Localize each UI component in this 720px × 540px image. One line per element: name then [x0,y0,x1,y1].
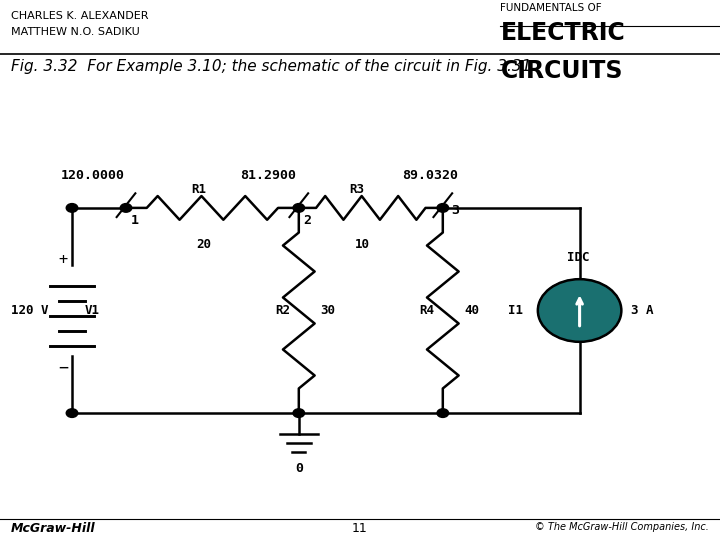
Text: 0: 0 [294,462,303,475]
Text: R1: R1 [191,183,206,196]
Circle shape [538,279,621,342]
Text: 120 V: 120 V [11,304,48,317]
Text: 10: 10 [355,238,369,251]
Text: 30: 30 [320,304,336,317]
Text: 40: 40 [464,304,480,317]
Text: +: + [59,252,68,267]
Text: FUNDAMENTALS OF: FUNDAMENTALS OF [500,3,602,13]
Text: 81.2900: 81.2900 [240,169,296,182]
Text: 3 A: 3 A [631,304,654,317]
Text: 2: 2 [303,214,311,227]
Text: CHARLES K. ALEXANDER: CHARLES K. ALEXANDER [11,11,148,21]
Text: R2: R2 [275,304,290,317]
Text: 89.0320: 89.0320 [402,169,458,182]
Text: 3: 3 [451,204,459,217]
Text: McGraw-Hill: McGraw-Hill [11,522,96,535]
Text: CIRCUITS: CIRCUITS [500,59,623,83]
Text: 11: 11 [352,522,368,535]
Text: R3: R3 [349,183,364,196]
Circle shape [66,204,78,212]
Circle shape [120,204,132,212]
Text: © The McGraw-Hill Companies, Inc.: © The McGraw-Hill Companies, Inc. [536,522,709,532]
Circle shape [437,204,449,212]
Text: −: − [58,358,68,376]
Text: ELECTRIC: ELECTRIC [500,21,625,44]
Circle shape [66,409,78,417]
Circle shape [293,409,305,417]
Circle shape [437,409,449,417]
Text: 20: 20 [197,238,211,251]
Text: 120.0000: 120.0000 [61,169,125,182]
Text: V1: V1 [85,304,100,317]
Text: I1: I1 [508,304,523,317]
Circle shape [293,204,305,212]
Text: 1: 1 [130,214,138,227]
Text: IDC: IDC [567,251,590,264]
Text: R4: R4 [419,304,434,317]
Text: MATTHEW N.O. SADIKU: MATTHEW N.O. SADIKU [11,27,140,37]
Text: Fig. 3.32  For Example 3.10; the schematic of the circuit in Fig. 3.31.: Fig. 3.32 For Example 3.10; the schemati… [11,59,536,75]
